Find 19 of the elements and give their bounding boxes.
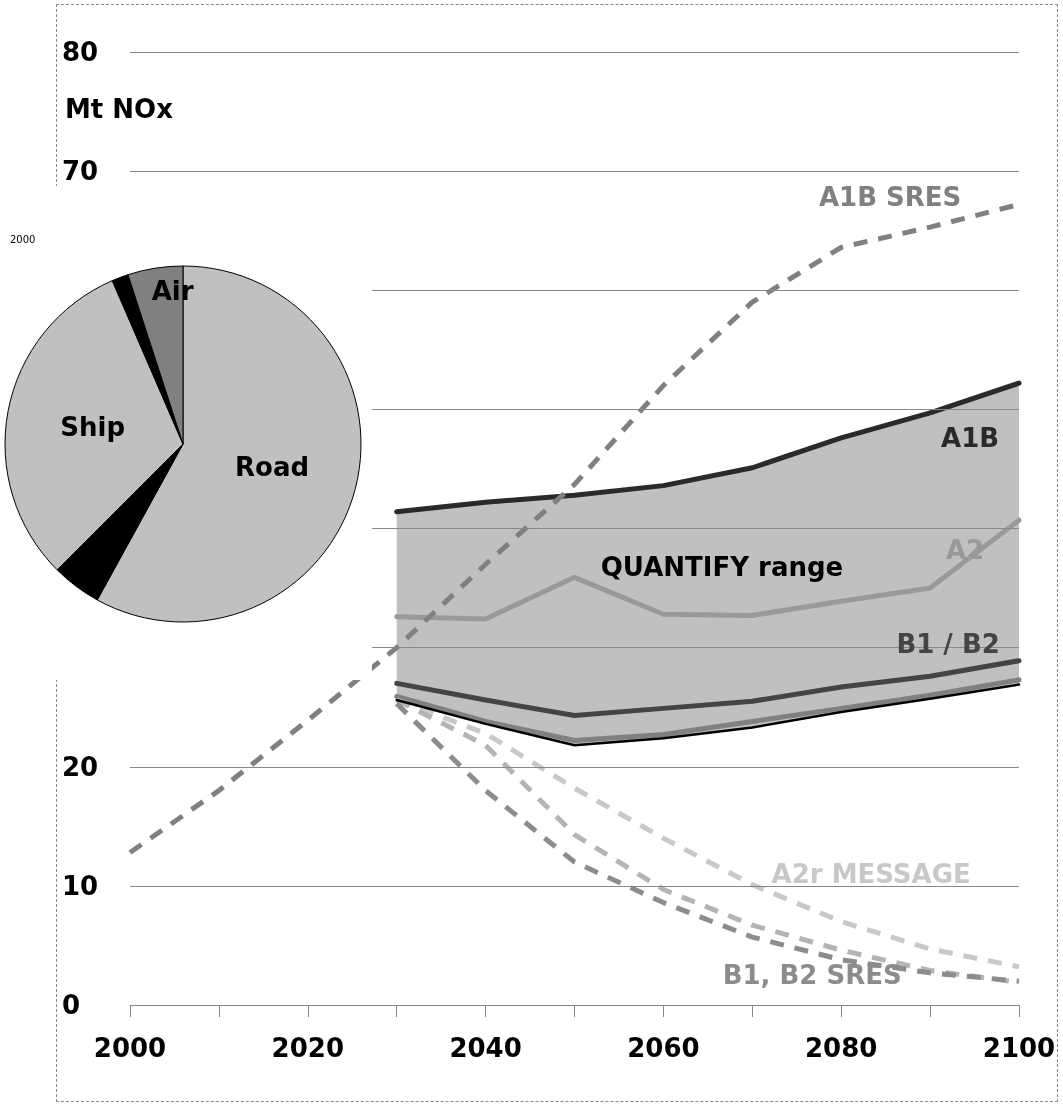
chart-title: 2000 [10,233,36,245]
x-tick-label: 2060 [627,1033,700,1063]
x-tick-label: 2100 [982,1033,1056,1063]
x-tick-label: 2000 [93,1033,167,1063]
annotation: QUANTIFY range [600,552,844,582]
x-tick-label: 2040 [449,1033,522,1063]
x-tick-label: 2020 [271,1033,344,1063]
y-tick-label: 10 [62,870,99,901]
y-tick-label: 20 [62,751,99,782]
y-tick-label: 0 [62,990,81,1020]
slice-label: Road [235,451,310,482]
series-label: B1 / B2 [896,629,1000,660]
y-tick-label: 80 [62,37,99,67]
y-tick-label: 70 [62,156,99,187]
slice-label: Ship [60,411,126,442]
series-label: A1B [941,422,1000,453]
y-axis-title: Mt NOx [65,94,174,124]
x-tick-label: 2080 [805,1033,878,1063]
series-label: A1B SRES [818,182,962,213]
